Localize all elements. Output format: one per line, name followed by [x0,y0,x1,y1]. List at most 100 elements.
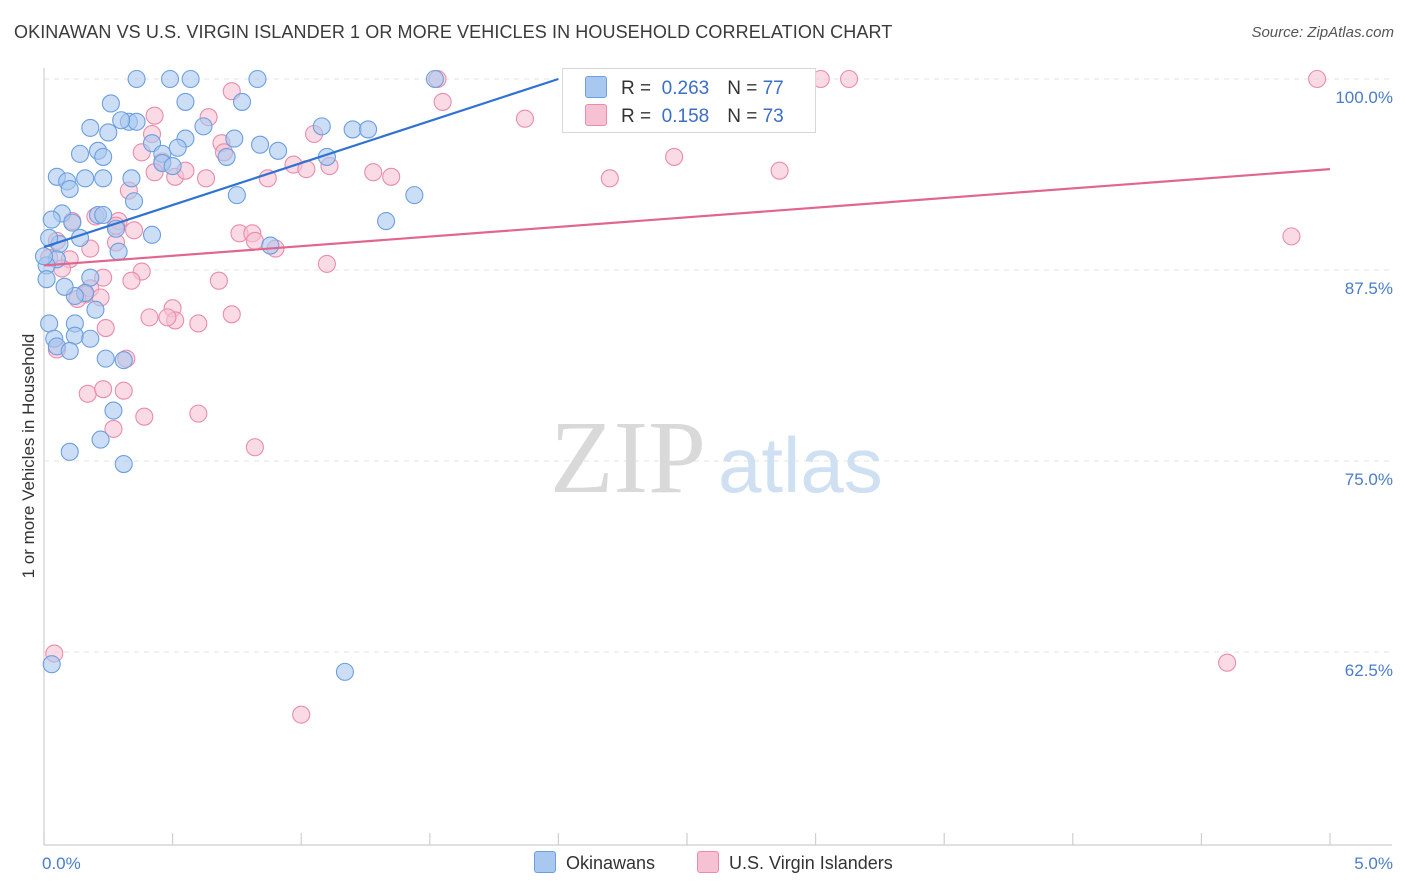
axes [43,68,1392,846]
data-point [250,135,270,154]
trend-line-okinawans [43,77,559,249]
data-point [405,186,424,205]
data-point [99,123,118,142]
data-point [40,314,59,333]
data-point [217,147,236,166]
data-point [312,117,331,136]
data-point [127,69,146,89]
data-point [343,120,362,139]
tick-labels: 100.0% 87.5% 75.0% 62.5% 0.0% 5.0% [42,88,1393,873]
data-point [140,308,159,327]
data-point [55,277,74,296]
legend-row-virgin-islanders: R = 0.158 N = 73 [585,104,784,128]
series-legend: Okinawans U.S. Virgin Islanders [0,851,1406,879]
data-point [377,212,396,231]
data-point [94,147,113,166]
data-point [600,169,619,188]
legend-n-label: N = [727,78,758,99]
legend-n-value: 77 [762,78,784,99]
data-point [145,106,164,125]
data-point [34,247,54,266]
data-point [42,210,61,229]
data-point [81,268,100,287]
data-point [104,419,123,438]
y-tick-label: 75.0% [1345,470,1393,489]
source-credit: Source: ZipAtlas.com [1251,24,1394,41]
series-us-virgin-islanders [40,69,1327,724]
chart-title: OKINAWAN VS U.S. VIRGIN ISLANDER 1 OR MO… [14,22,893,42]
legend-r-label: R = [621,78,652,99]
data-point [515,109,535,128]
data-point [158,308,177,327]
legend-n-label: N = [727,106,758,127]
y-tick-label: 100.0% [1335,88,1393,107]
data-point [269,141,288,160]
data-point [433,92,452,111]
data-point [245,438,264,457]
data-point [248,69,267,89]
watermark: ZIP atlas [550,400,883,515]
data-point [1308,69,1327,89]
data-point [114,351,133,370]
watermark-atlas: atlas [718,421,883,509]
data-point [168,138,187,157]
data-point [209,271,228,290]
data-point [382,167,401,186]
data-point [176,92,195,111]
trend-line-virgin-islanders [43,168,1331,267]
data-point [196,169,216,188]
y-tick-label: 62.5% [1345,661,1393,680]
legend-n-value: 73 [762,106,784,127]
data-point [60,341,79,361]
x-tick-label: 0.0% [42,854,81,873]
data-point [770,161,789,180]
data-point [839,69,859,89]
legend-item-okinawans[interactable]: Okinawans [534,851,655,874]
data-point [96,319,115,338]
data-point [364,163,383,182]
data-point [335,662,354,681]
data-point [194,117,213,136]
data-point [109,242,128,261]
legend-swatch-pink [585,104,607,126]
data-point [101,94,120,113]
data-point [189,404,208,423]
data-point [60,179,79,199]
data-point [425,69,444,89]
y-axis-label: 1 or more Vehicles in Household [19,334,38,579]
legend-swatch-blue [534,851,556,873]
data-point [81,329,100,348]
legend-label-virgin-islanders: U.S. Virgin Islanders [729,853,893,873]
data-point [142,225,162,244]
legend-row-okinawans: R = 0.263 N = 77 [585,76,784,100]
data-point [94,169,113,188]
grid-lines [44,78,1392,653]
data-point [225,129,244,148]
data-point [94,205,113,225]
data-point [42,655,61,674]
data-point [124,192,144,211]
data-point [135,407,154,426]
data-point [232,92,252,111]
legend-label-okinawans: Okinawans [566,853,656,873]
data-point [91,430,110,449]
data-point [261,236,280,255]
trend-lines [43,77,1331,267]
data-point [160,69,180,89]
data-point [78,384,97,403]
data-point [127,112,146,131]
data-point [63,213,82,232]
data-point [124,221,144,240]
data-point [1282,227,1301,246]
data-point [94,380,113,399]
data-point [122,271,141,290]
data-point [292,705,311,724]
data-point [163,157,182,176]
legend-item-virgin-islanders[interactable]: U.S. Virgin Islanders [697,851,893,874]
data-point [258,169,277,188]
data-point [60,442,79,461]
x-tick-label: 5.0% [1354,854,1393,873]
data-point [81,118,100,137]
data-point [114,381,133,400]
